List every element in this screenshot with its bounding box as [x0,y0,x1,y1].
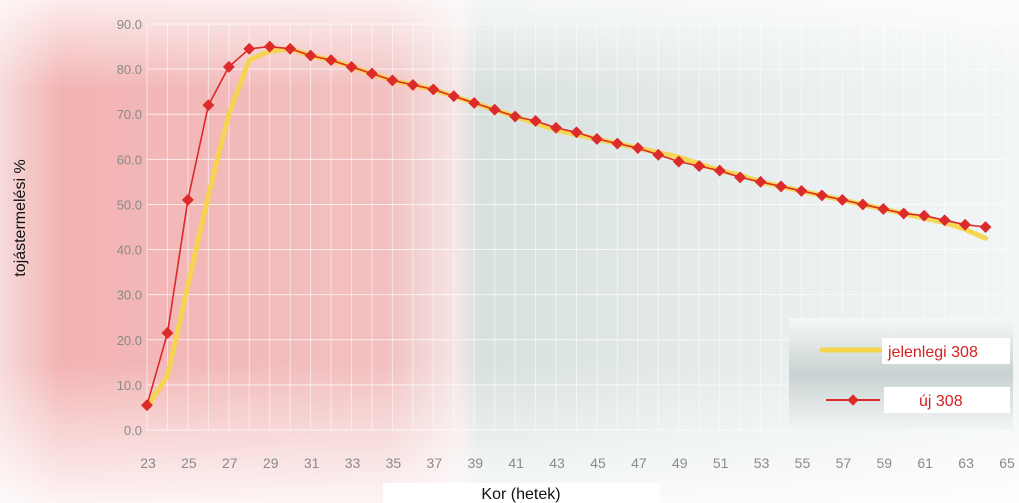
x-tick-label: 27 [222,455,238,471]
x-tick-label: 25 [181,455,197,471]
y-tick-label: 10.0 [117,378,142,393]
x-tick-label: 47 [631,455,647,471]
legend-label-uj-308: új 308 [919,393,963,410]
y-tick-label: 70.0 [117,107,142,122]
x-tick-label: 59 [876,455,892,471]
y-tick-label: 40.0 [117,243,142,258]
x-tick-label: 37 [427,455,443,471]
x-tick-label: 43 [549,455,565,471]
legend-label-box-2 [884,387,1010,413]
x-tick-label: 45 [590,455,606,471]
x-tick-label: 29 [263,455,279,471]
data-point [284,42,297,55]
y-tick-label: 80.0 [117,62,142,77]
data-point [529,115,542,127]
x-tick-label: 31 [304,455,320,471]
x-tick-label: 41 [508,455,524,471]
x-tick-label: 39 [467,455,483,471]
data-point [427,83,440,96]
y-tick-label: 90.0 [117,17,142,32]
x-tick-label: 55 [795,455,811,471]
legend-box [789,318,1013,430]
y-axis-ticks: 0.0 10.0 20.0 30.0 40.0 50.0 60.0 70.0 80.0 90.0 [117,17,142,438]
x-tick-label: 65 [999,455,1015,471]
legend: jelenlegi 308 új 308 [789,318,1013,430]
x-tick-label: 61 [917,455,933,471]
x-tick-label: 49 [672,455,688,471]
x-axis-ticks: 23 25 27 29 31 33 35 37 39 41 43 45 47 49 51 53 55 57 59 61… [140,455,1015,471]
y-tick-label: 30.0 [117,288,142,303]
data-point [836,193,849,206]
legend-marker-uj-308 [847,394,859,406]
x-tick-label: 53 [754,455,770,471]
x-axis-title-box [383,483,660,503]
y-tick-label: 60.0 [117,152,142,167]
x-axis-title-group: Kor (hetek) [383,483,660,503]
legend-label-jelenlegi-308: jelenlegi 308 [887,344,978,361]
y-tick-label: 50.0 [117,197,142,212]
legend-label-box-1 [882,338,1010,364]
x-tick-label: 51 [713,455,729,471]
data-point [366,67,378,80]
y-tick-label: 20.0 [117,333,142,348]
x-axis-title: Kor (hetek) [481,486,560,503]
data-point [202,99,215,112]
x-tick-label: 23 [140,455,156,471]
x-tick-label: 57 [836,455,852,471]
data-point [222,60,235,73]
y-axis-title: tojástermelési % [12,159,29,276]
data-point [611,137,624,150]
x-tick-label: 63 [958,455,974,471]
x-tick-label: 33 [345,455,361,471]
y-tick-label: 0.0 [124,423,142,438]
x-tick-label: 35 [386,455,402,471]
